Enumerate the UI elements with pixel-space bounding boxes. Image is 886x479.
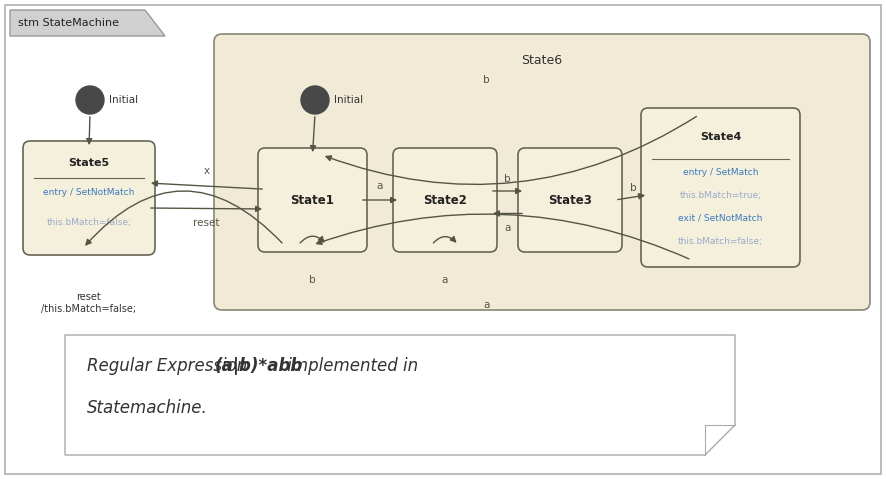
Text: State5: State5 [68,158,110,168]
FancyBboxPatch shape [641,108,800,267]
Text: this.bMatch=false;: this.bMatch=false; [47,217,131,227]
Text: a: a [442,275,448,285]
Text: implemented in: implemented in [282,357,418,375]
Text: this.bMatch=true;: this.bMatch=true; [680,191,761,200]
Text: Initial: Initial [334,95,363,105]
Text: a: a [504,223,510,232]
Text: this.bMatch=false;: this.bMatch=false; [678,237,763,246]
Polygon shape [10,10,165,36]
Text: State6: State6 [522,54,563,67]
Text: exit / SetNotMatch: exit / SetNotMatch [679,214,763,223]
Circle shape [76,86,104,114]
Text: a: a [377,181,383,191]
FancyBboxPatch shape [214,34,870,310]
Text: b: b [504,174,511,184]
Text: a: a [483,300,490,310]
FancyBboxPatch shape [393,148,497,252]
Text: Regular Expression: Regular Expression [87,357,253,375]
Text: b: b [483,75,490,85]
Text: Initial: Initial [109,95,138,105]
Polygon shape [65,335,735,455]
Text: State2: State2 [423,194,467,206]
FancyBboxPatch shape [23,141,155,255]
FancyBboxPatch shape [258,148,367,252]
Text: x: x [204,166,210,176]
Text: entry / SetMatch: entry / SetMatch [683,168,758,177]
Text: reset: reset [193,218,220,228]
Text: State4: State4 [700,132,742,142]
Text: (a|b)*abb: (a|b)*abb [214,357,302,375]
Text: State3: State3 [548,194,592,206]
Text: reset
/this.bMatch=false;: reset /this.bMatch=false; [42,292,136,314]
Text: b: b [630,183,636,193]
Circle shape [301,86,329,114]
Text: State1: State1 [291,194,334,206]
FancyBboxPatch shape [518,148,622,252]
Text: entry / SetNotMatch: entry / SetNotMatch [43,187,135,196]
Text: Statemachine.: Statemachine. [87,399,207,417]
Text: b: b [309,275,315,285]
Text: stm StateMachine: stm StateMachine [18,18,119,28]
